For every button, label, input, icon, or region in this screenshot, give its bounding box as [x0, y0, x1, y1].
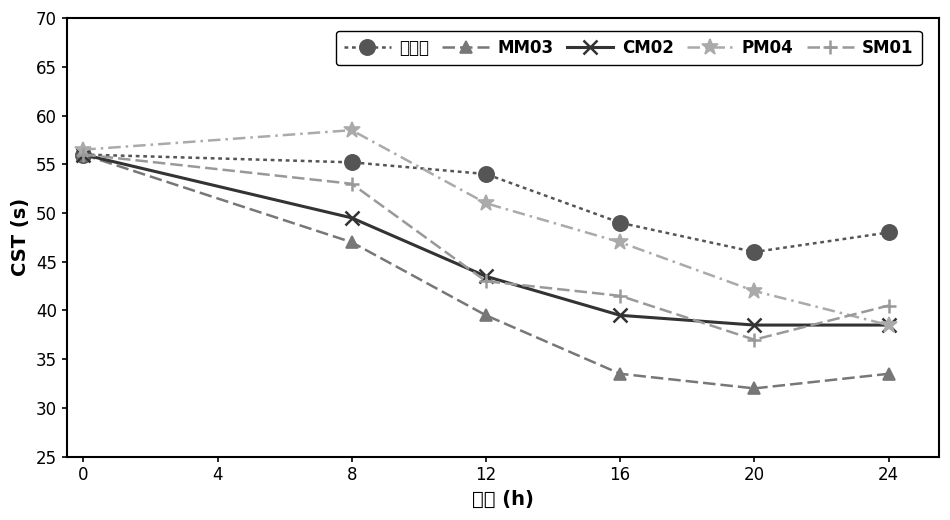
对照组 — [78, 151, 89, 158]
PM04 — [883, 322, 894, 328]
X-axis label: 时间 (h): 时间 (h) — [472, 490, 534, 509]
CM02 — [883, 322, 894, 328]
对照组 — [883, 229, 894, 236]
Y-axis label: CST (s): CST (s) — [11, 198, 30, 277]
对照组 — [749, 249, 760, 255]
PM04 — [78, 147, 89, 153]
PM04 — [346, 127, 357, 133]
SM01 — [749, 336, 760, 343]
对照组 — [346, 159, 357, 165]
Line: CM02: CM02 — [76, 148, 896, 332]
Line: PM04: PM04 — [75, 122, 897, 333]
CM02 — [480, 273, 491, 279]
SM01 — [615, 293, 626, 299]
MM03 — [346, 239, 357, 245]
SM01 — [883, 303, 894, 309]
Line: MM03: MM03 — [77, 148, 895, 395]
SM01 — [346, 180, 357, 187]
CM02 — [749, 322, 760, 328]
PM04 — [749, 288, 760, 294]
对照组 — [615, 219, 626, 226]
CM02 — [78, 151, 89, 158]
Line: SM01: SM01 — [76, 148, 896, 347]
MM03 — [480, 312, 491, 318]
MM03 — [615, 371, 626, 377]
PM04 — [480, 200, 491, 206]
CM02 — [615, 312, 626, 318]
MM03 — [78, 151, 89, 158]
MM03 — [883, 371, 894, 377]
SM01 — [78, 151, 89, 158]
CM02 — [346, 215, 357, 221]
MM03 — [749, 385, 760, 392]
SM01 — [480, 278, 491, 284]
Legend: 对照组, MM03, CM02, PM04, SM01: 对照组, MM03, CM02, PM04, SM01 — [335, 31, 922, 66]
PM04 — [615, 239, 626, 245]
对照组 — [480, 171, 491, 177]
Line: 对照组: 对照组 — [76, 147, 896, 259]
